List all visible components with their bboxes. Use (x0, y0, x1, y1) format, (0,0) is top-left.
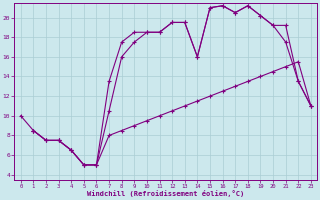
X-axis label: Windchill (Refroidissement éolien,°C): Windchill (Refroidissement éolien,°C) (87, 190, 244, 197)
